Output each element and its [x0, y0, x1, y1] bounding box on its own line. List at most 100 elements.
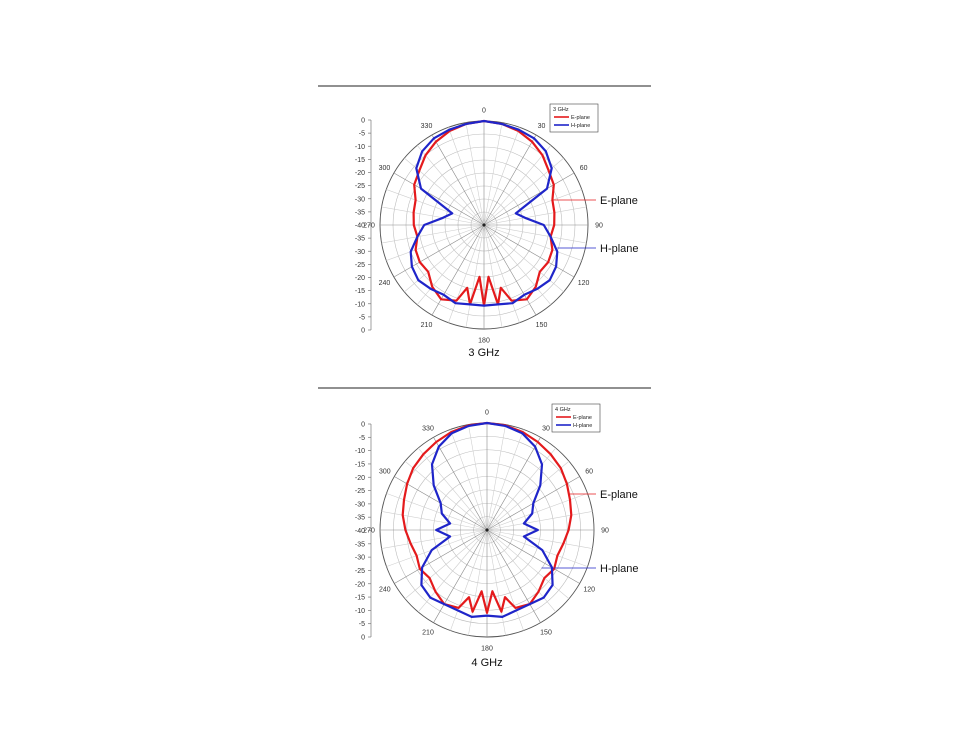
grid-spoke [486, 447, 557, 531]
angle-tick-label: 180 [481, 646, 493, 653]
radial-tick-label: -30 [355, 555, 365, 562]
radial-tick-label: 0 [361, 328, 365, 335]
radial-tick-label: -30 [355, 196, 365, 203]
grid-spoke [486, 529, 541, 623]
angle-tick-label: 210 [421, 322, 433, 329]
radial-tick-label: -5 [359, 314, 365, 321]
grid-spoke [404, 460, 488, 531]
grid-spoke [486, 529, 588, 567]
grid-spoke [486, 460, 570, 531]
center-dot [485, 528, 489, 532]
radial-tick-label: -25 [355, 262, 365, 269]
legend-box [551, 403, 601, 433]
polar-chart-1: 0 30 60 90 120 150 180 210 240 270 300 330 0 -5 -10 -15… [318, 85, 651, 359]
angle-tick-label: 120 [583, 587, 595, 594]
legend-entry: E-plane [571, 115, 590, 121]
grid-spoke [448, 224, 485, 323]
grid-spoke [448, 127, 485, 226]
grid-spoke [416, 145, 485, 226]
radial-tick-label: 0 [361, 118, 365, 125]
radial-tick-label: -10 [355, 144, 365, 151]
e-plane-annotation: E-plane [600, 489, 638, 501]
grid-spoke [483, 224, 587, 244]
grid-spoke [468, 424, 488, 531]
grid-spoke [486, 429, 524, 531]
radial-tick-label: -10 [355, 301, 365, 308]
grid-spoke [404, 529, 488, 600]
grid-spoke [450, 529, 488, 631]
radial-tick-label: -20 [355, 581, 365, 588]
grid-spoke [486, 529, 580, 584]
grid-spoke [465, 122, 485, 226]
radial-tick-label: -5 [359, 435, 365, 442]
angle-tick-label: 270 [363, 528, 375, 535]
radial-tick-label: -20 [355, 170, 365, 177]
radial-tick-label: -30 [355, 501, 365, 508]
grid-spoke [483, 127, 520, 226]
polar-chart-2: 0 30 60 90 120 150 180 210 240 270 300 330 0 -5 -10 -15… [318, 387, 651, 669]
grid-spoke [483, 145, 552, 226]
grid-spoke [486, 529, 593, 549]
radial-tick-label: -40 [355, 223, 365, 230]
series-e-plane-line [401, 421, 573, 614]
radial-tick-label: -20 [355, 275, 365, 282]
legend-entry: H-plane [571, 123, 590, 129]
grid-spoke [386, 529, 488, 567]
grid-spoke [486, 529, 570, 600]
radial-tick-label: -15 [355, 595, 365, 602]
grid-spoke [381, 511, 488, 531]
angle-tick-label: 120 [578, 280, 590, 287]
radial-tick-label: -40 [355, 528, 365, 535]
angle-tick-label: 60 [585, 469, 593, 476]
e-plane-annotation: E-plane [600, 195, 638, 207]
radial-tick-label: -15 [355, 461, 365, 468]
grid-spoke [486, 424, 506, 531]
angle-tick-label: 300 [379, 469, 391, 476]
legend-entry: E-plane [573, 415, 592, 421]
radial-tick-label: -35 [355, 209, 365, 216]
grid-spoke [417, 447, 488, 531]
angle-tick-label: 300 [379, 165, 391, 172]
grid-spoke [486, 529, 524, 631]
angle-tick-label: 30 [542, 425, 550, 432]
grid-spoke [416, 224, 485, 305]
radial-tick-label: -10 [355, 608, 365, 615]
radial-tick-label: -35 [355, 236, 365, 243]
radial-tick-label: -35 [355, 541, 365, 548]
angle-tick-label: 240 [379, 587, 391, 594]
grid-spoke [393, 172, 485, 226]
grid-spoke [450, 429, 488, 531]
center-dot [482, 223, 486, 227]
radial-tick-label: -5 [359, 621, 365, 628]
grid-spoke [381, 206, 485, 226]
grid-spoke [431, 134, 485, 226]
angle-tick-label: 90 [595, 223, 603, 230]
grid-spoke [483, 224, 582, 261]
h-plane-annotation: H-plane [600, 243, 639, 255]
angle-tick-label: 330 [421, 123, 433, 130]
radial-tick-label: -15 [355, 288, 365, 295]
grid-spoke [486, 437, 541, 531]
grid-spoke [483, 224, 575, 278]
radial-tick-label: -10 [355, 448, 365, 455]
angle-tick-label: 270 [363, 223, 375, 230]
radial-tick-label: 0 [361, 422, 365, 429]
legend-title: 3 GHz [553, 107, 569, 113]
grid-spoke [433, 437, 488, 531]
radial-tick-label: 0 [361, 635, 365, 642]
angle-tick-label: 150 [536, 322, 548, 329]
grid-spoke [483, 172, 575, 226]
grid-spoke [486, 511, 593, 531]
radial-tick-label: -25 [355, 488, 365, 495]
grid-spoke [386, 189, 485, 226]
h-plane-annotation: H-plane [600, 563, 639, 575]
angle-tick-label: 150 [540, 630, 552, 637]
radial-tick-label: -25 [355, 568, 365, 575]
radial-tick-label: -25 [355, 183, 365, 190]
radial-tick-label: -30 [355, 249, 365, 256]
grid-spoke [381, 224, 485, 244]
grid-spoke [483, 224, 552, 305]
